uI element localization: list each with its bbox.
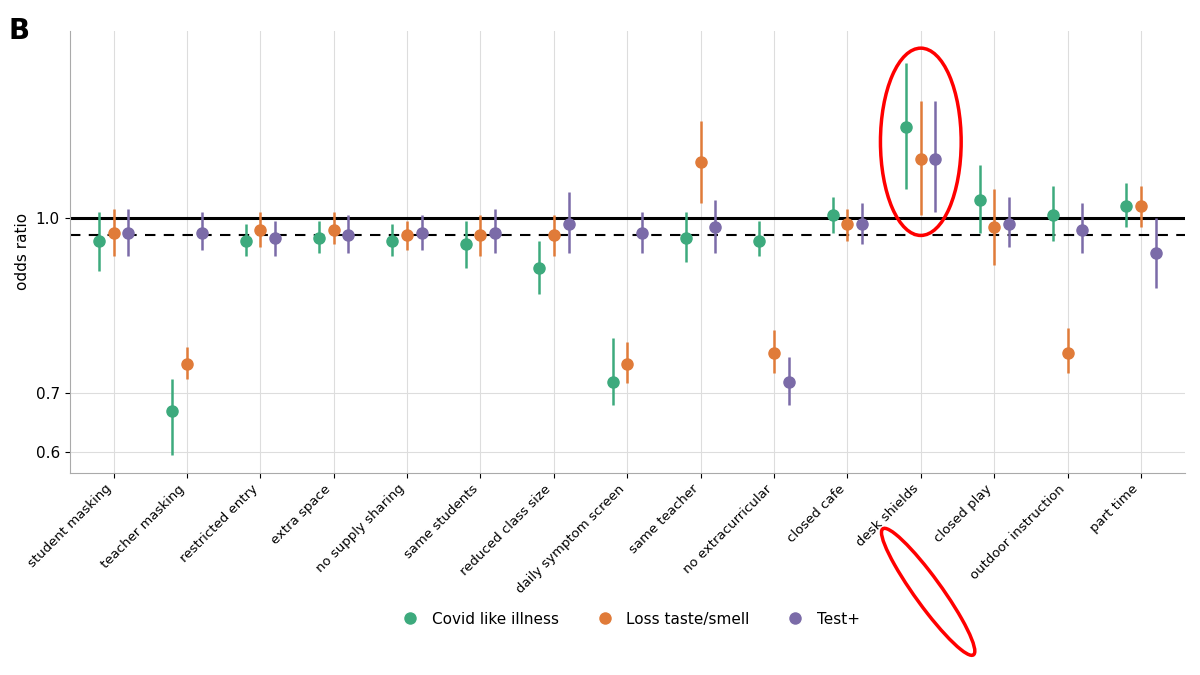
Y-axis label: odds ratio: odds ratio	[16, 213, 30, 290]
Text: B: B	[8, 18, 29, 45]
Legend: Covid like illness, Loss taste/smell, Test+: Covid like illness, Loss taste/smell, Te…	[389, 605, 865, 632]
